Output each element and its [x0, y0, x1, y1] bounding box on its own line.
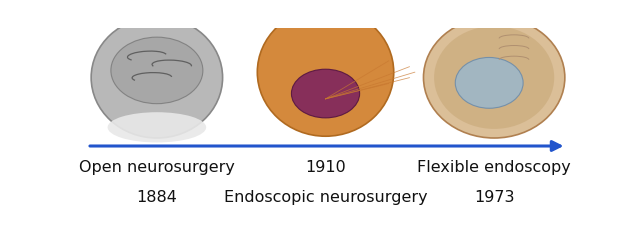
- Text: Open neurosurgery: Open neurosurgery: [79, 160, 235, 175]
- Ellipse shape: [111, 37, 203, 104]
- Ellipse shape: [91, 17, 223, 138]
- Text: 1973: 1973: [474, 190, 515, 205]
- Ellipse shape: [455, 58, 523, 108]
- Text: Endoscopic neurosurgery: Endoscopic neurosurgery: [224, 190, 428, 205]
- Text: 1910: 1910: [305, 160, 346, 175]
- Ellipse shape: [434, 26, 554, 129]
- Ellipse shape: [108, 112, 206, 143]
- Text: Flexible endoscopy: Flexible endoscopy: [417, 160, 571, 175]
- Ellipse shape: [291, 69, 360, 118]
- Text: 1884: 1884: [136, 190, 177, 205]
- Ellipse shape: [424, 17, 565, 138]
- Ellipse shape: [257, 8, 394, 136]
